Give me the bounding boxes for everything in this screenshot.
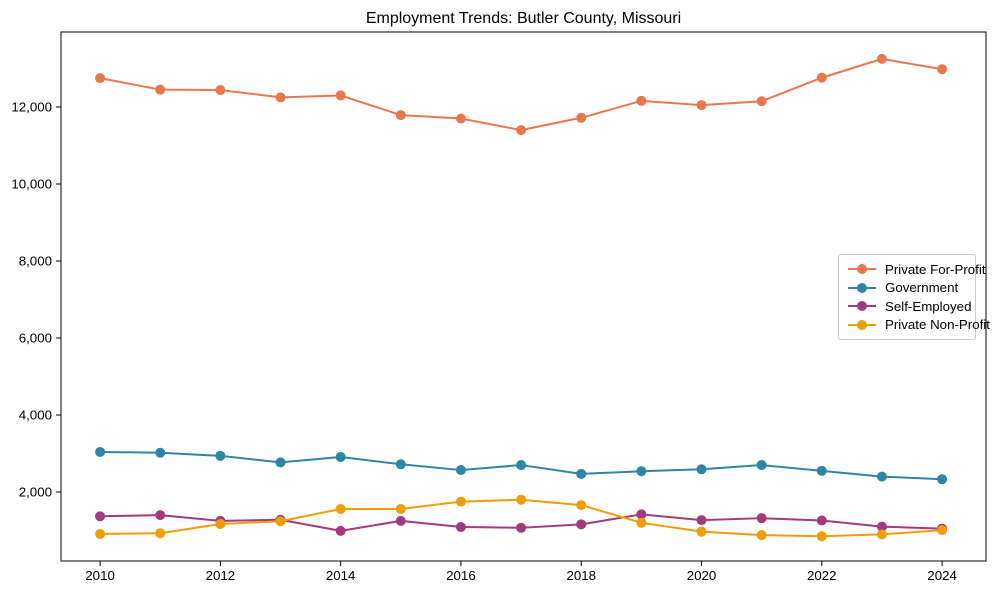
- series-marker-self-employed: [816, 515, 827, 526]
- series-marker-private-for-profit: [395, 110, 406, 121]
- y-tick-label: 2,000: [19, 485, 52, 500]
- legend-swatch-private-non-profit: [848, 319, 876, 330]
- y-tick-label: 10,000: [11, 177, 52, 192]
- series-marker-private-non-profit: [215, 518, 226, 529]
- x-tick-label: 2014: [326, 568, 356, 583]
- x-tick-label: 2010: [85, 568, 115, 583]
- series-line-private-for-profit: [99, 57, 943, 132]
- y-tick-label: 6,000: [19, 331, 52, 346]
- x-tick-label: 2018: [566, 568, 596, 583]
- series-marker-private-for-profit: [335, 90, 346, 101]
- series-marker-self-employed: [455, 522, 466, 533]
- x-tick-label: 2022: [807, 568, 837, 583]
- chart-title: Employment Trends: Butler County, Missou…: [365, 10, 682, 27]
- series-marker-government: [155, 447, 166, 458]
- series-marker-private-for-profit: [576, 112, 587, 123]
- series-marker-private-non-profit: [696, 526, 707, 537]
- series-marker-private-for-profit: [636, 95, 647, 106]
- x-tick-label: 2020: [687, 568, 717, 583]
- series-marker-private-for-profit: [937, 64, 948, 75]
- series-marker-private-for-profit: [816, 72, 827, 83]
- legend-item-private-for-profit: Private For-Profit: [848, 260, 986, 279]
- legend-label-self-employed: Self-Employed: [885, 298, 972, 314]
- series-marker-self-employed: [395, 515, 406, 526]
- series-marker-government: [275, 457, 286, 468]
- series-marker-private-for-profit: [756, 96, 767, 107]
- series-marker-private-non-profit: [516, 494, 527, 505]
- series-marker-self-employed: [155, 510, 166, 521]
- series-marker-government: [335, 451, 346, 462]
- legend: Private For-Profit Government Self-Emplo…: [838, 254, 990, 340]
- series-marker-government: [636, 466, 647, 477]
- series-marker-government: [516, 460, 527, 471]
- legend-swatch-self-employed: [848, 301, 876, 312]
- series-marker-private-non-profit: [395, 503, 406, 514]
- series-marker-private-non-profit: [155, 528, 166, 539]
- x-tick-label: 2024: [927, 568, 957, 583]
- series-marker-private-non-profit: [275, 516, 286, 527]
- series-marker-self-employed: [576, 519, 587, 530]
- series-marker-private-non-profit: [335, 503, 346, 514]
- legend-item-private-non-profit: Private Non-Profit: [848, 316, 990, 335]
- legend-label-private-non-profit: Private Non-Profit: [885, 317, 990, 333]
- series-marker-self-employed: [756, 513, 767, 524]
- series-marker-self-employed: [876, 521, 887, 532]
- series-marker-government: [756, 460, 767, 471]
- series-marker-self-employed: [95, 511, 106, 522]
- legend-swatch-private-for-profit: [848, 264, 876, 275]
- series-marker-government: [876, 471, 887, 482]
- y-tick-label: 8,000: [19, 254, 52, 269]
- legend-label-government: Government: [885, 280, 959, 296]
- series-marker-private-non-profit: [95, 528, 106, 539]
- series-marker-government: [816, 465, 827, 476]
- series-marker-private-for-profit: [155, 84, 166, 95]
- legend-swatch-government: [848, 282, 876, 293]
- series-marker-government: [395, 459, 406, 470]
- series-marker-self-employed: [696, 515, 707, 526]
- series-marker-private-non-profit: [576, 500, 587, 511]
- series-marker-self-employed: [516, 522, 527, 533]
- legend-label-private-for-profit: Private For-Profit: [885, 261, 986, 277]
- legend-item-government: Government: [848, 279, 967, 298]
- series-marker-private-for-profit: [876, 53, 887, 64]
- series-marker-private-non-profit: [816, 531, 827, 542]
- legend-item-self-employed: Self-Employed: [848, 297, 971, 316]
- series-marker-private-non-profit: [455, 496, 466, 507]
- series-marker-private-non-profit: [876, 529, 887, 540]
- series-marker-government: [95, 446, 106, 457]
- x-tick-label: 2012: [206, 568, 236, 583]
- series-marker-government: [937, 474, 948, 485]
- series-marker-private-non-profit: [636, 517, 647, 528]
- plot-frame: [60, 31, 987, 562]
- series-marker-private-non-profit: [756, 530, 767, 541]
- series-marker-private-for-profit: [455, 113, 466, 124]
- series-marker-private-for-profit: [696, 100, 707, 111]
- series-marker-government: [576, 468, 587, 479]
- series-marker-private-non-profit: [937, 525, 948, 536]
- series-marker-private-for-profit: [275, 92, 286, 103]
- series-marker-private-for-profit: [215, 85, 226, 96]
- series-marker-government: [696, 464, 707, 475]
- series-marker-self-employed: [335, 525, 346, 536]
- series-marker-self-employed: [636, 509, 647, 520]
- y-tick-label: 12,000: [11, 99, 52, 114]
- series-marker-private-for-profit: [95, 73, 106, 84]
- series-marker-government: [215, 450, 226, 461]
- series-marker-government: [455, 465, 466, 476]
- series-marker-private-for-profit: [516, 125, 527, 136]
- x-tick-label: 2016: [446, 568, 476, 583]
- y-tick-label: 4,000: [19, 408, 52, 423]
